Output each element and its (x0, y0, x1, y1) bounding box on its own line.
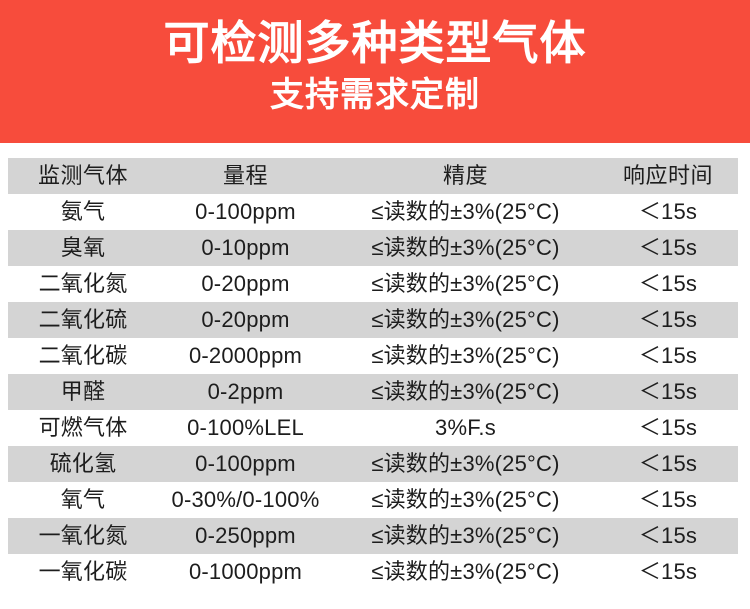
cell-accuracy: ≤读数的±3%(25°C) (371, 487, 560, 512)
table-row: 一氧化氮 0-250ppm ≤读数的±3%(25°C) ＜15s (8, 518, 738, 554)
cell-response-time: ＜15s (638, 487, 698, 512)
cell-response-time: ＜15s (638, 307, 698, 332)
cell-accuracy: ≤读数的±3%(25°C) (371, 199, 560, 224)
cell-response-time: ＜15s (638, 379, 698, 404)
table-row: 氨气 0-100ppm ≤读数的±3%(25°C) ＜15s (8, 194, 738, 230)
cell-gas: 一氧化氮 (38, 523, 128, 548)
table-row: 二氧化碳 0-2000ppm ≤读数的±3%(25°C) ＜15s (8, 338, 738, 374)
cell-response-time: ＜15s (638, 559, 698, 584)
cell-range: 0-20ppm (201, 271, 290, 296)
cell-accuracy: ≤读数的±3%(25°C) (371, 523, 560, 548)
cell-accuracy: ≤读数的±3%(25°C) (371, 235, 560, 260)
cell-gas: 臭氧 (60, 235, 106, 260)
cell-range: 0-100ppm (195, 451, 296, 476)
cell-accuracy: ≤读数的±3%(25°C) (371, 307, 560, 332)
cell-gas: 甲醛 (60, 379, 106, 404)
banner-subtitle: 支持需求定制 (270, 76, 480, 114)
cell-gas: 二氧化碳 (38, 343, 128, 368)
cell-response-time: ＜15s (638, 235, 698, 260)
cell-range: 0-1000ppm (188, 559, 303, 584)
cell-gas: 氧气 (60, 487, 106, 512)
cell-accuracy: ≤读数的±3%(25°C) (371, 451, 560, 476)
cell-range: 0-100%LEL (187, 415, 304, 440)
table-row: 二氧化硫 0-20ppm ≤读数的±3%(25°C) ＜15s (8, 302, 738, 338)
cell-range: 0-30%/0-100% (171, 487, 320, 512)
cell-range: 0-100ppm (195, 199, 296, 224)
cell-gas: 可燃气体 (38, 415, 128, 440)
cell-accuracy: ≤读数的±3%(25°C) (371, 379, 560, 404)
cell-accuracy: 3%F.s (435, 415, 496, 440)
cell-accuracy: ≤读数的±3%(25°C) (371, 271, 560, 296)
table-body: 氨气 0-100ppm ≤读数的±3%(25°C) ＜15s 臭氧 0-10pp… (8, 194, 738, 590)
cell-gas: 一氧化碳 (38, 559, 128, 584)
table-row: 二氧化氮 0-20ppm ≤读数的±3%(25°C) ＜15s (8, 266, 738, 302)
cell-response-time: ＜15s (638, 523, 698, 548)
cell-gas: 二氧化氮 (38, 271, 128, 296)
column-header-gas: 监测气体 (37, 163, 128, 188)
cell-range: 0-2000ppm (188, 343, 303, 368)
table-header-row: 监测气体 量程 精度 响应时间 (8, 158, 738, 194)
table-row: 一氧化碳 0-1000ppm ≤读数的±3%(25°C) ＜15s (8, 554, 738, 590)
table-row: 氧气 0-30%/0-100% ≤读数的±3%(25°C) ＜15s (8, 482, 738, 518)
table-head: 监测气体 量程 精度 响应时间 (8, 158, 738, 194)
cell-response-time: ＜15s (638, 451, 698, 476)
table-row: 可燃气体 0-100%LEL 3%F.s ＜15s (8, 410, 738, 446)
cell-response-time: ＜15s (638, 199, 698, 224)
hero-banner: 可检测多种类型气体 支持需求定制 (0, 0, 750, 143)
banner-title: 可检测多种类型气体 (163, 17, 587, 69)
cell-accuracy: ≤读数的±3%(25°C) (371, 343, 560, 368)
table-row: 甲醛 0-2ppm ≤读数的±3%(25°C) ＜15s (8, 374, 738, 410)
column-header-response-time: 响应时间 (622, 163, 713, 188)
cell-range: 0-2ppm (207, 379, 284, 404)
gas-spec-table: 监测气体 量程 精度 响应时间 氨气 0-100ppm ≤读数的±3%(25°C… (8, 158, 738, 590)
table-row: 臭氧 0-10ppm ≤读数的±3%(25°C) ＜15s (8, 230, 738, 266)
cell-accuracy: ≤读数的±3%(25°C) (371, 559, 560, 584)
cell-response-time: ＜15s (638, 415, 698, 440)
cell-range: 0-10ppm (201, 235, 290, 260)
cell-response-time: ＜15s (638, 271, 698, 296)
cell-gas: 二氧化硫 (38, 307, 128, 332)
column-header-accuracy: 精度 (442, 163, 488, 188)
table-row: 硫化氢 0-100ppm ≤读数的±3%(25°C) ＜15s (8, 446, 738, 482)
cell-response-time: ＜15s (638, 343, 698, 368)
cell-gas: 硫化氢 (49, 451, 117, 476)
cell-range: 0-250ppm (195, 523, 296, 548)
cell-range: 0-20ppm (201, 307, 290, 332)
column-header-range: 量程 (222, 163, 268, 188)
cell-gas: 氨气 (60, 199, 106, 224)
